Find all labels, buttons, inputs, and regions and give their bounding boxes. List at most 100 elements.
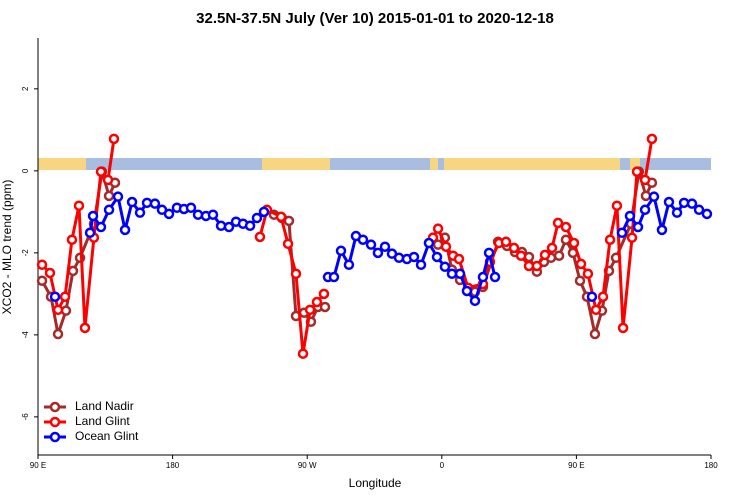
x-tick-label: 180: [704, 461, 718, 470]
y-tick-label: -4: [21, 331, 30, 339]
point: [52, 328, 64, 340]
land-strip: [430, 158, 438, 170]
point: [640, 190, 652, 202]
point: [439, 261, 451, 273]
point: [515, 250, 527, 261]
point: [393, 252, 405, 264]
point: [215, 220, 227, 232]
point: [586, 291, 598, 302]
point: [282, 238, 294, 250]
point: [185, 202, 197, 214]
point: [335, 245, 347, 257]
point: [648, 191, 660, 202]
legend-marker: [49, 431, 61, 443]
point: [560, 221, 572, 233]
point: [73, 200, 85, 211]
land-strip: [444, 158, 620, 170]
point: [126, 196, 138, 208]
point: [44, 267, 56, 279]
point: [693, 204, 705, 216]
point: [79, 322, 91, 334]
point: [454, 268, 466, 280]
point: [372, 247, 384, 259]
point: [365, 239, 377, 250]
point: [108, 133, 120, 145]
point: [553, 250, 565, 261]
point: [102, 174, 114, 186]
point: [119, 224, 131, 236]
point: [552, 217, 564, 229]
point: [254, 231, 266, 243]
legend-label: Land Nadir: [75, 399, 134, 413]
point: [624, 210, 636, 222]
point: [469, 295, 481, 307]
point: [192, 209, 204, 220]
land-mask: [38, 158, 711, 170]
point: [379, 241, 391, 252]
point: [103, 190, 115, 202]
point: [297, 348, 309, 359]
point: [36, 259, 48, 270]
point: [36, 275, 48, 286]
chart-title: 32.5N-37.5N July (Ver 10) 2015-01-01 to …: [196, 10, 554, 27]
point: [423, 237, 435, 249]
y-tick-label: 2: [21, 86, 30, 91]
x-tick-label: 90 W: [298, 461, 317, 470]
point: [461, 285, 473, 297]
point: [523, 251, 535, 263]
point: [343, 259, 355, 270]
point: [453, 253, 465, 265]
point: [328, 271, 340, 283]
point: [67, 265, 79, 277]
point: [590, 304, 602, 316]
point: [686, 198, 698, 209]
point: [639, 174, 651, 186]
legend-label: Land Glint: [75, 414, 130, 428]
point: [207, 209, 219, 220]
point: [290, 268, 302, 280]
point: [134, 207, 146, 218]
point: [639, 204, 651, 216]
point: [95, 166, 107, 177]
point: [508, 242, 520, 254]
point: [617, 322, 629, 334]
x-tick-label: 90 E: [568, 461, 584, 470]
point: [671, 207, 683, 218]
point: [311, 296, 323, 308]
x-tick-label: 90 E: [30, 461, 46, 470]
point: [483, 247, 495, 259]
point: [597, 291, 609, 302]
point: [631, 166, 643, 177]
y-tick-label: -2: [21, 249, 30, 257]
point: [500, 236, 512, 248]
legend-marker: [49, 401, 61, 413]
point: [531, 260, 543, 272]
point: [66, 234, 78, 245]
land-strip: [630, 158, 640, 170]
point: [546, 242, 558, 254]
point: [575, 258, 587, 270]
point: [223, 221, 235, 233]
point: [149, 198, 161, 209]
point: [656, 224, 668, 236]
point: [616, 227, 628, 239]
point: [440, 241, 452, 252]
point: [582, 268, 594, 280]
point: [626, 232, 638, 243]
point: [415, 259, 427, 270]
point: [304, 304, 316, 316]
point: [432, 223, 444, 234]
point: [589, 328, 601, 340]
point: [574, 275, 586, 286]
point: [49, 291, 61, 302]
point: [632, 221, 644, 233]
x-tick-label: 0: [440, 461, 445, 470]
point: [611, 200, 623, 211]
point: [663, 196, 675, 208]
point: [539, 249, 551, 261]
point: [275, 211, 287, 223]
point: [52, 304, 64, 316]
land-strip: [262, 158, 330, 170]
y-tick-label: 0: [21, 168, 30, 173]
